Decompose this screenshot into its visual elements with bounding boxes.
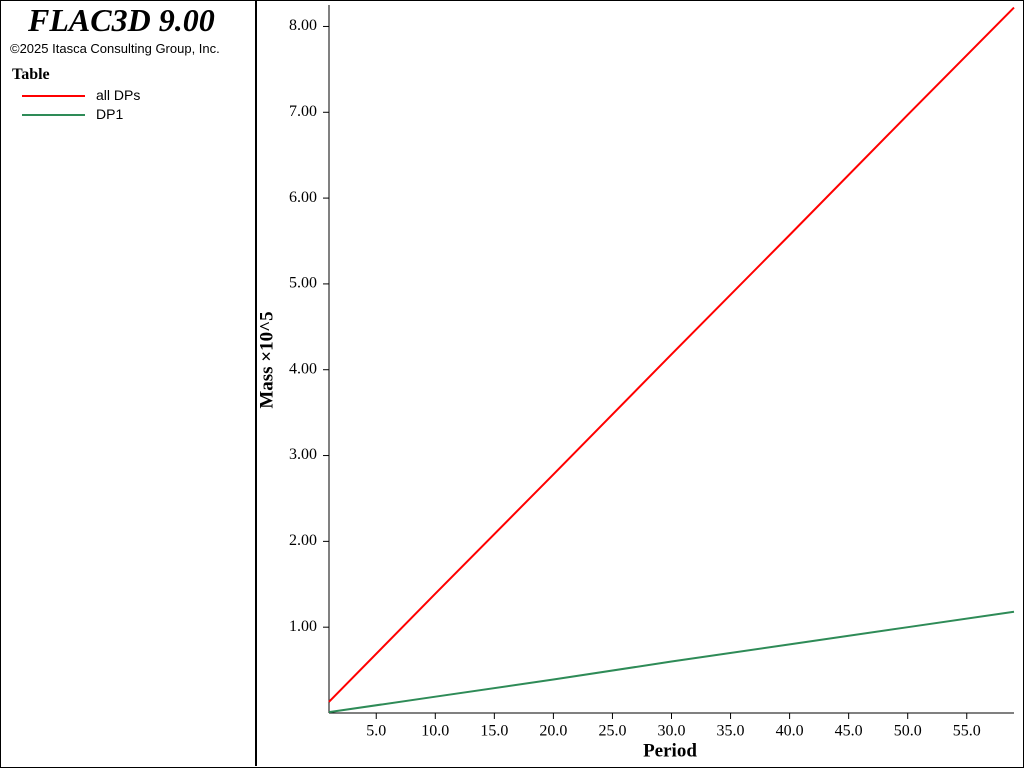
y-tick-label: 8.00 [289, 17, 317, 34]
x-tick-label: 35.0 [717, 723, 745, 740]
x-tick-label: 50.0 [894, 723, 922, 740]
y-tick-label: 4.00 [289, 360, 317, 377]
legend-label: DP1 [96, 106, 124, 122]
legend-title: Table [12, 66, 50, 83]
side-panel: FLAC3D 9.00 ©2025 Itasca Consulting Grou… [0, 0, 257, 766]
legend-label: all DPs [96, 87, 141, 103]
series-line [328, 6, 1015, 703]
x-tick-label: 15.0 [480, 723, 508, 740]
y-tick-label: 3.00 [289, 446, 317, 463]
x-tick-label: 5.0 [366, 723, 386, 740]
x-tick-label: 30.0 [658, 723, 686, 740]
x-tick-label: 10.0 [421, 723, 449, 740]
copyright: ©2025 Itasca Consulting Group, Inc. [10, 41, 220, 56]
x-tick-label: 55.0 [953, 723, 981, 740]
legend-swatch [22, 95, 85, 97]
y-tick-label: 5.00 [289, 275, 317, 292]
x-tick-label: 20.0 [539, 723, 567, 740]
y-tick-label: 2.00 [289, 532, 317, 549]
y-axis-title: Mass ×10^5 [256, 311, 277, 408]
x-tick-label: 40.0 [776, 723, 804, 740]
y-tick-label: 1.00 [289, 618, 317, 635]
x-tick-label: 45.0 [835, 723, 863, 740]
y-tick-label: 7.00 [289, 103, 317, 120]
legend-swatch [22, 114, 85, 116]
x-axis-title: Period [643, 740, 697, 761]
app-title: FLAC3D 9.00 [28, 2, 215, 38]
x-tick-label: 25.0 [598, 723, 626, 740]
y-tick-label: 6.00 [289, 189, 317, 206]
series-line [328, 610, 1015, 714]
